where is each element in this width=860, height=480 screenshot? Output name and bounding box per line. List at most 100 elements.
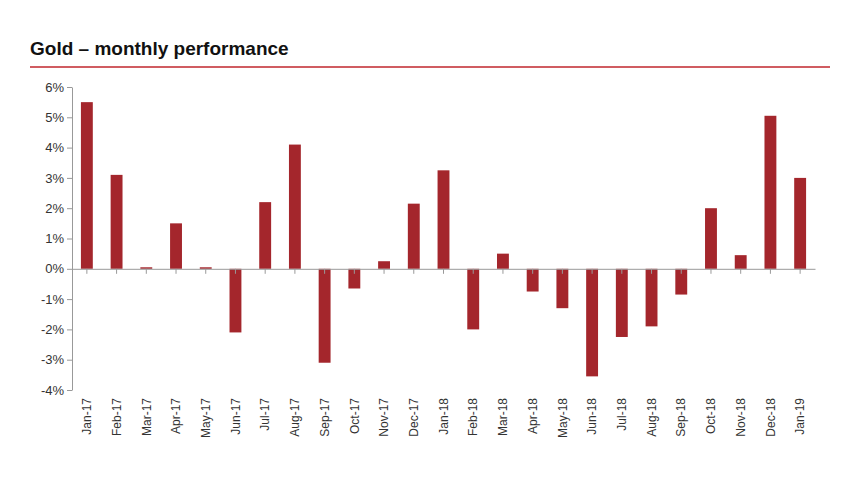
x-tick-label: Aug-18 <box>645 398 659 437</box>
x-tick-label: Nov-18 <box>734 398 748 437</box>
y-tick: -3% <box>41 352 72 367</box>
x-tick-label: Sep-17 <box>318 398 332 437</box>
bar <box>259 202 271 269</box>
y-tick: 6% <box>45 80 72 95</box>
y-tick: 1% <box>45 231 72 246</box>
x-tick: Jan-17 <box>80 269 94 435</box>
x-tick-mark <box>770 269 771 274</box>
x-tick-label: Nov-17 <box>377 398 391 437</box>
bar <box>794 178 806 269</box>
title-rule <box>30 66 830 68</box>
x-tick-mark <box>413 269 414 274</box>
y-tick: 5% <box>45 110 72 125</box>
x-tick: Nov-17 <box>377 269 391 437</box>
y-tick-label: 0% <box>45 261 64 276</box>
x-tick-label: Jun-17 <box>229 398 243 435</box>
bar <box>646 269 658 327</box>
x-tick: Sep-17 <box>318 269 332 437</box>
x-tick-label: Jul-18 <box>615 398 629 431</box>
x-tick-label: Feb-18 <box>466 398 480 436</box>
plot: -4%-3%-2%-1%0%1%2%3%4%5%6%Jan-17Feb-17Ma… <box>41 80 816 438</box>
x-tick-mark <box>740 269 741 274</box>
x-tick-label: Jan-17 <box>80 398 94 435</box>
x-tick-label: Jan-19 <box>793 398 807 435</box>
bar <box>497 254 509 269</box>
y-tick-label: -1% <box>41 292 65 307</box>
y-tick-label: 6% <box>45 80 64 95</box>
x-tick-label: Oct-18 <box>704 398 718 434</box>
y-tick-mark <box>67 390 72 391</box>
bar <box>705 208 717 269</box>
bar <box>289 145 301 269</box>
bar <box>140 267 152 269</box>
x-tick-mark <box>592 269 593 274</box>
y-tick: -1% <box>41 292 72 307</box>
x-tick-mark <box>710 269 711 274</box>
x-tick: Mar-18 <box>496 269 510 436</box>
x-tick-label: Apr-17 <box>169 398 183 434</box>
x-tick: Dec-18 <box>764 269 778 437</box>
y-axis: -4%-3%-2%-1%0%1%2%3%4%5%6% <box>41 80 73 398</box>
x-tick-mark <box>324 269 325 274</box>
bar <box>81 102 93 269</box>
bar <box>378 261 390 269</box>
x-tick: Oct-18 <box>704 269 718 434</box>
y-tick-mark <box>67 299 72 300</box>
x-tick-mark <box>235 269 236 274</box>
bar <box>319 269 331 363</box>
x-tick-label: Sep-18 <box>674 398 688 437</box>
x-tick: Jan-19 <box>793 269 807 435</box>
x-tick-label: Apr-18 <box>526 398 540 434</box>
x-tick-mark <box>473 269 474 274</box>
x-tick-label: Oct-17 <box>348 398 362 434</box>
x-tick-label: Mar-17 <box>140 398 154 436</box>
x-tick: May-17 <box>199 269 213 438</box>
bar <box>586 269 598 377</box>
x-tick-mark <box>621 269 622 274</box>
x-tick-mark <box>384 269 385 274</box>
x-tick-mark <box>354 269 355 274</box>
x-tick: Jan-18 <box>437 269 451 435</box>
y-tick: 2% <box>45 201 72 216</box>
y-tick-label: 5% <box>45 110 64 125</box>
bar <box>675 269 687 295</box>
x-tick: Apr-18 <box>526 269 540 434</box>
x-tick-mark <box>116 269 117 274</box>
y-tick-mark <box>67 360 72 361</box>
y-tick-mark <box>67 269 72 270</box>
bar <box>170 223 182 268</box>
y-tick-label: -3% <box>41 352 65 367</box>
y-tick-label: 2% <box>45 201 64 216</box>
x-tick-label: May-18 <box>556 398 570 438</box>
x-tick-mark <box>294 269 295 274</box>
bar <box>527 269 539 292</box>
x-tick: Feb-18 <box>466 269 480 436</box>
y-tick-label: 3% <box>45 171 64 186</box>
bar <box>348 269 360 289</box>
x-tick: Sep-18 <box>674 269 688 437</box>
y-tick-mark <box>67 178 72 179</box>
y-tick-mark <box>67 208 72 209</box>
y-tick-mark <box>67 329 72 330</box>
x-tick-mark <box>562 269 563 274</box>
chart: Gold – monthly performance-4%-3%-2%-1%0%… <box>0 0 860 480</box>
y-tick-label: 1% <box>45 231 64 246</box>
x-tick-mark <box>265 269 266 274</box>
x-tick: Feb-17 <box>110 269 124 436</box>
x-tick-label: May-17 <box>199 398 213 438</box>
x-tick-mark <box>651 269 652 274</box>
x-tick: May-18 <box>556 269 570 438</box>
x-tick: Oct-17 <box>348 269 362 434</box>
bar <box>616 269 628 337</box>
x-tick-label: Dec-17 <box>407 398 421 437</box>
y-tick: -4% <box>41 383 72 398</box>
x-tick: Jun-18 <box>585 269 599 435</box>
x-tick-label: Jan-18 <box>437 398 451 435</box>
x-tick-mark <box>176 269 177 274</box>
bar <box>408 204 420 269</box>
x-tick-mark <box>146 269 147 274</box>
bar <box>438 170 450 268</box>
x-tick-label: Dec-18 <box>764 398 778 437</box>
x-tick-mark <box>681 269 682 274</box>
y-tick-mark <box>67 117 72 118</box>
